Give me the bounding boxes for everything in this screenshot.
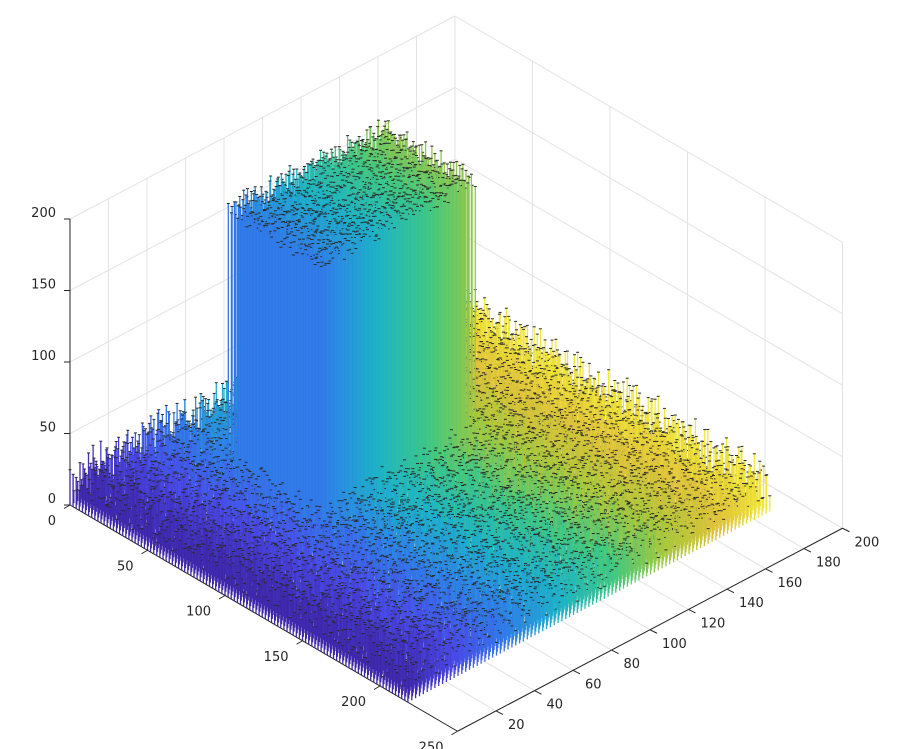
grid-line: [69, 87, 456, 291]
grid-line: [69, 15, 456, 220]
grid-line: [454, 230, 843, 458]
grid-line: [454, 158, 843, 386]
grid-line: [454, 15, 843, 243]
bars: [68, 119, 772, 703]
grid-line: [454, 87, 843, 315]
